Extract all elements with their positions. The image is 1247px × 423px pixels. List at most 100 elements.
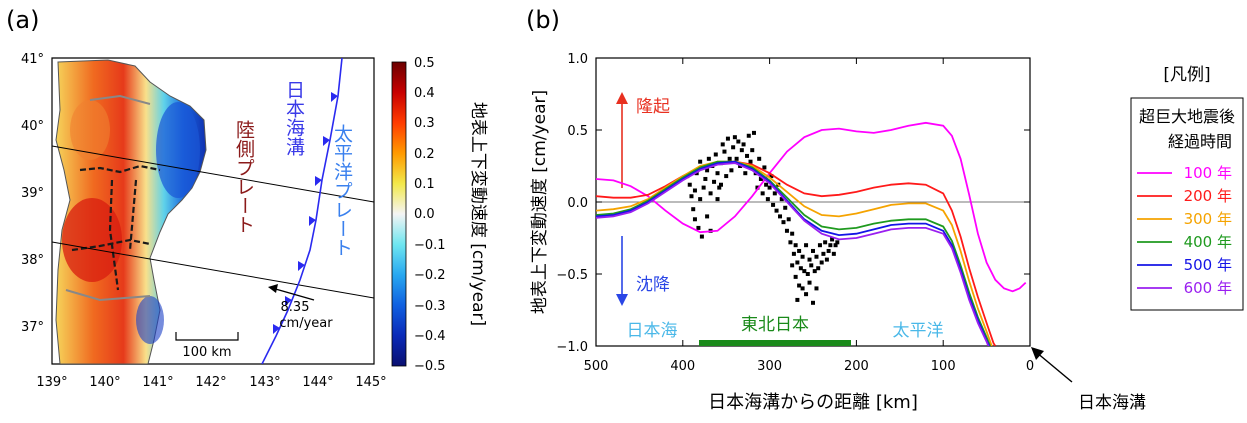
observation-point bbox=[823, 240, 828, 245]
observation-point bbox=[713, 152, 718, 157]
observation-point bbox=[774, 208, 779, 213]
observation-point bbox=[784, 228, 789, 233]
observation-point bbox=[769, 174, 774, 179]
observation-point bbox=[734, 156, 739, 161]
plot-y-tick-labels: 1.0 0.5 0.0 −0.5 −1.0 bbox=[556, 52, 588, 355]
observation-point bbox=[765, 197, 770, 202]
map-lat-ticks: 41° 40° 39° 38° 37° bbox=[21, 52, 44, 335]
lat-tick: 38° bbox=[21, 253, 44, 268]
trench-pointer-label: 日本海溝 bbox=[1078, 393, 1146, 413]
observation-point bbox=[703, 176, 708, 181]
x-tick-label: 200 bbox=[844, 359, 869, 374]
lon-tick: 143° bbox=[249, 375, 280, 390]
observation-point bbox=[687, 182, 692, 187]
observation-point bbox=[701, 185, 706, 190]
observation-point bbox=[689, 194, 694, 199]
observation-point bbox=[771, 202, 776, 207]
observation-point bbox=[798, 266, 803, 271]
colorbar-tick: 0.2 bbox=[414, 147, 435, 162]
prefecture-borders bbox=[71, 164, 161, 291]
colorbar-tick: −0.3 bbox=[414, 299, 446, 314]
uplift-zone-north bbox=[70, 100, 110, 160]
lat-tick: 37° bbox=[21, 320, 44, 335]
colorbar-label: 地表上下変動速度 [cm/year] bbox=[468, 102, 488, 326]
subsidence-arrowhead bbox=[616, 294, 628, 306]
arrow-unit: cm/year bbox=[279, 316, 333, 331]
trench-pointer-arrowhead bbox=[1031, 347, 1044, 360]
tohoku-region-label: 東北日本 bbox=[741, 315, 809, 335]
observation-point bbox=[691, 207, 696, 212]
observation-point bbox=[826, 248, 831, 253]
japan-sea-region-label: 日本海 bbox=[627, 321, 678, 341]
y-tick-label: −0.5 bbox=[556, 268, 588, 283]
observation-point bbox=[739, 148, 744, 153]
observation-point bbox=[751, 130, 756, 135]
observation-point bbox=[772, 191, 777, 196]
pacific-plate-label: 太平洋プレート bbox=[331, 124, 353, 257]
series-line bbox=[596, 160, 991, 346]
legend-header-line2: 経過時間 bbox=[1168, 132, 1232, 151]
observation-point bbox=[793, 274, 798, 279]
legend-label: 400 年 bbox=[1184, 233, 1232, 251]
observation-point bbox=[817, 243, 822, 248]
observation-point bbox=[811, 248, 815, 253]
observation-point bbox=[811, 300, 815, 305]
observation-point bbox=[750, 148, 755, 153]
observation-point bbox=[819, 260, 824, 265]
observation-point bbox=[698, 197, 703, 202]
model-curves bbox=[596, 121, 1027, 346]
observation-point bbox=[800, 254, 805, 259]
observation-point bbox=[722, 149, 727, 154]
observation-point bbox=[778, 214, 783, 219]
lon-tick: 139° bbox=[36, 375, 67, 390]
uplift-hotspot bbox=[62, 198, 122, 282]
observation-point bbox=[758, 176, 763, 181]
series-line bbox=[596, 162, 990, 346]
x-tick-label: 400 bbox=[670, 359, 695, 374]
observation-point bbox=[745, 153, 750, 158]
observation-point bbox=[797, 248, 802, 253]
observation-point bbox=[720, 142, 725, 147]
colorbar-tick: −0.2 bbox=[414, 268, 446, 283]
plate-motion-arrow bbox=[271, 287, 315, 301]
panel-a-label: (a) bbox=[6, 6, 39, 34]
legend-entries: 100 年 200 年 300 年 400 年 500 年 600 年 bbox=[1137, 164, 1232, 297]
land-plate-label: 陸側プレート bbox=[233, 120, 255, 234]
observation-point bbox=[743, 171, 748, 176]
x-axis-label: 日本海溝からの距離 [km] bbox=[708, 392, 918, 413]
observation-point bbox=[706, 156, 711, 161]
observation-point bbox=[779, 197, 784, 202]
series-line bbox=[596, 160, 993, 346]
trench-teeth bbox=[273, 92, 338, 334]
observation-point bbox=[833, 243, 838, 248]
observation-point bbox=[731, 145, 736, 150]
trench-pointer-arrow bbox=[1035, 351, 1073, 383]
colorbar-ticks: 0.5 0.4 0.3 0.2 0.1 0.0 −0.1 −0.2 −0.3 −… bbox=[414, 56, 446, 374]
observation-point bbox=[797, 283, 802, 288]
japan-trench-line bbox=[261, 58, 343, 364]
observation-point bbox=[814, 254, 819, 259]
colorbar-tick: −0.4 bbox=[414, 329, 446, 344]
observation-point bbox=[786, 217, 791, 222]
observation-point bbox=[804, 292, 809, 297]
observation-point bbox=[807, 280, 812, 285]
series-line bbox=[596, 121, 1027, 293]
observation-point bbox=[793, 243, 798, 248]
series-line bbox=[596, 160, 991, 346]
uplift-arrowhead bbox=[616, 92, 628, 104]
observation-point bbox=[705, 168, 710, 173]
observation-point bbox=[802, 269, 807, 274]
observation-point bbox=[705, 214, 710, 219]
map-content bbox=[52, 58, 374, 364]
legend-header-line1: 超巨大地震後 bbox=[1139, 107, 1235, 126]
map-lon-ticks: 139° 140° 141° 142° 143° 144° 145° bbox=[36, 375, 386, 390]
uplift-label: 隆起 bbox=[636, 97, 670, 117]
observation-point bbox=[816, 266, 821, 271]
panel-b-label: (b) bbox=[526, 6, 560, 34]
scale-bar-label: 100 km bbox=[182, 345, 231, 360]
observation-point bbox=[760, 191, 765, 196]
colorbar-tick: 0.4 bbox=[414, 86, 435, 101]
observation-point bbox=[814, 286, 819, 291]
arrow-value: 8.35 bbox=[281, 300, 310, 315]
observation-point bbox=[715, 197, 720, 202]
